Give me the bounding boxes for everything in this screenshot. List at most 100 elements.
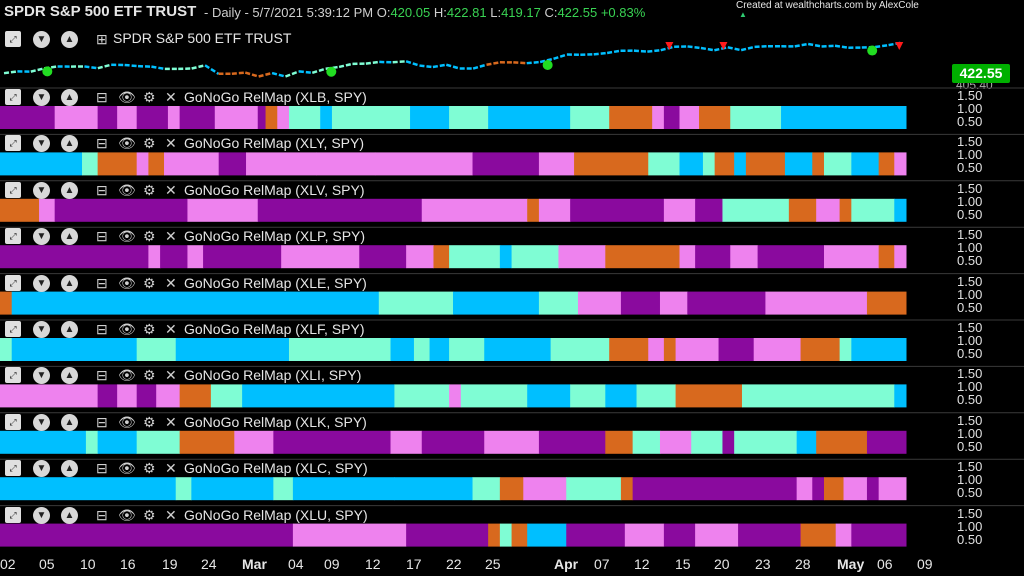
move-up-icon[interactable]: ▲: [61, 89, 78, 106]
heatmap-cell: [273, 430, 392, 454]
heatmap-cell: [878, 245, 895, 269]
gear-icon[interactable]: ⚙: [143, 413, 156, 430]
move-down-icon[interactable]: ▼: [33, 506, 50, 524]
collapse-minus-icon[interactable]: ⊟: [96, 89, 108, 105]
move-down-icon[interactable]: ▼: [33, 367, 50, 385]
relmap-panel-header: ⤢ ▼ ▲ ⊟ 👁 ⚙ ✕ GoNoGo RelMap (XLK, SPY): [0, 413, 1024, 431]
gear-icon[interactable]: ⚙: [143, 274, 156, 291]
move-down-icon[interactable]: ▼: [33, 460, 50, 478]
move-down-icon[interactable]: ▼: [33, 181, 50, 199]
move-up-icon[interactable]: ▲: [61, 460, 78, 478]
move-up-icon[interactable]: ▲: [61, 367, 78, 385]
y-tick-label: 1.00: [957, 472, 983, 488]
collapse-minus-icon[interactable]: ⊟: [96, 135, 108, 152]
expand-icon[interactable]: ⤢: [5, 506, 21, 523]
close-icon[interactable]: ✕: [165, 506, 177, 523]
heatmap-cell: [566, 523, 626, 547]
gear-icon[interactable]: ⚙: [143, 460, 156, 477]
move-up-icon[interactable]: ▲: [61, 506, 78, 524]
close-icon[interactable]: ✕: [165, 367, 177, 384]
close-icon[interactable]: ✕: [165, 413, 177, 430]
heatmap-cell: [851, 338, 907, 361]
heatmap-cell: [148, 152, 165, 176]
move-up-icon[interactable]: ▲: [61, 135, 78, 153]
eye-icon[interactable]: 👁: [118, 321, 136, 337]
gear-icon[interactable]: ⚙: [143, 506, 156, 523]
gear-icon[interactable]: ⚙: [143, 89, 156, 105]
close-icon[interactable]: ✕: [165, 89, 177, 105]
collapse-minus-icon[interactable]: ⊟: [96, 274, 108, 291]
eye-icon[interactable]: 👁: [118, 413, 136, 430]
expand-icon[interactable]: ⤢: [5, 367, 21, 384]
move-up-icon[interactable]: ▲: [61, 31, 78, 48]
move-up-icon[interactable]: ▲: [61, 274, 78, 292]
move-down-icon[interactable]: ▼: [33, 321, 50, 338]
expand-icon[interactable]: ⤢: [5, 460, 21, 477]
eye-icon[interactable]: 👁: [118, 89, 136, 105]
move-up-icon[interactable]: ▲: [61, 228, 78, 246]
x-tick-label: May: [837, 556, 865, 572]
expand-icon[interactable]: ⤢: [5, 89, 21, 105]
collapse-minus-icon[interactable]: ⊟: [96, 228, 108, 245]
gear-icon[interactable]: ⚙: [143, 367, 156, 384]
heatmap-cell: [97, 384, 118, 408]
heatmap-cell: [39, 198, 56, 222]
move-down-icon[interactable]: ▼: [33, 274, 50, 292]
close-icon[interactable]: ✕: [165, 135, 177, 152]
collapse-minus-icon[interactable]: ⊟: [96, 460, 108, 477]
heatmap-cell: [117, 384, 138, 408]
heatmap-cell: [663, 198, 696, 222]
heatmap-cell: [738, 523, 802, 547]
heatmap-cell: [620, 477, 634, 501]
price-panel: ⤢ ▼ ▲ ⊞ SPDR S&P 500 ETF TRUST 405.40 42…: [0, 26, 1024, 92]
collapse-minus-icon[interactable]: ⊟: [96, 506, 108, 523]
heatmap-cell: [695, 198, 723, 222]
move-down-icon[interactable]: ▼: [33, 31, 50, 48]
gear-icon[interactable]: ⚙: [143, 321, 156, 337]
close-icon[interactable]: ✕: [165, 321, 177, 337]
move-up-icon[interactable]: ▲: [61, 181, 78, 199]
eye-icon[interactable]: 👁: [118, 181, 136, 198]
collapse-minus-icon[interactable]: ⊟: [96, 181, 108, 198]
close-icon[interactable]: ✕: [165, 228, 177, 245]
gear-icon[interactable]: ⚙: [143, 181, 156, 198]
expand-icon[interactable]: ⤢: [5, 135, 21, 152]
heatmap-cell: [609, 338, 649, 361]
move-up-icon[interactable]: ▲: [61, 413, 78, 431]
gear-icon[interactable]: ⚙: [143, 135, 156, 152]
eye-icon[interactable]: 👁: [118, 274, 136, 291]
move-down-icon[interactable]: ▼: [33, 228, 50, 246]
eye-icon[interactable]: 👁: [118, 135, 136, 152]
collapse-minus-icon[interactable]: ⊟: [96, 413, 108, 430]
expand-icon[interactable]: ⤢: [5, 413, 21, 430]
credit-text: Created at wealthcharts.com by AlexCole: [736, 0, 919, 11]
x-tick-label: 04: [288, 556, 304, 572]
relmap-panel-header: ⤢ ▼ ▲ ⊟ 👁 ⚙ ✕ GoNoGo RelMap (XLB, SPY): [0, 88, 1024, 106]
eye-icon[interactable]: 👁: [118, 506, 136, 523]
close-icon[interactable]: ✕: [165, 274, 177, 291]
heatmap-cell: [179, 384, 212, 408]
heatmap-cell: [97, 152, 138, 176]
move-up-icon[interactable]: ▲: [61, 321, 78, 338]
expand-icon[interactable]: ⤢: [5, 181, 21, 198]
expand-icon[interactable]: ⤢: [5, 321, 21, 337]
collapse-minus-icon[interactable]: ⊟: [96, 321, 108, 337]
relmap-panel-title: GoNoGo RelMap (XLU, SPY): [184, 506, 368, 523]
move-down-icon[interactable]: ▼: [33, 413, 50, 431]
close-icon[interactable]: ✕: [165, 460, 177, 477]
move-down-icon[interactable]: ▼: [33, 89, 50, 106]
y-tick-label: 0.50: [957, 253, 983, 269]
gear-icon[interactable]: ⚙: [143, 228, 156, 245]
move-down-icon[interactable]: ▼: [33, 135, 50, 153]
expand-icon[interactable]: ⤢: [5, 31, 21, 47]
expand-icon[interactable]: ⤢: [5, 274, 21, 291]
eye-icon[interactable]: 👁: [118, 460, 136, 477]
collapse-minus-icon[interactable]: ⊟: [96, 367, 108, 384]
eye-icon[interactable]: 👁: [118, 228, 136, 245]
expand-icon[interactable]: ⤢: [5, 228, 21, 245]
collapse-plus-icon[interactable]: ⊞: [96, 31, 108, 47]
y-tick-label: 0.50: [957, 531, 983, 547]
close-icon[interactable]: ✕: [165, 181, 177, 198]
heatmap-cell: [136, 430, 181, 454]
eye-icon[interactable]: 👁: [118, 367, 136, 384]
